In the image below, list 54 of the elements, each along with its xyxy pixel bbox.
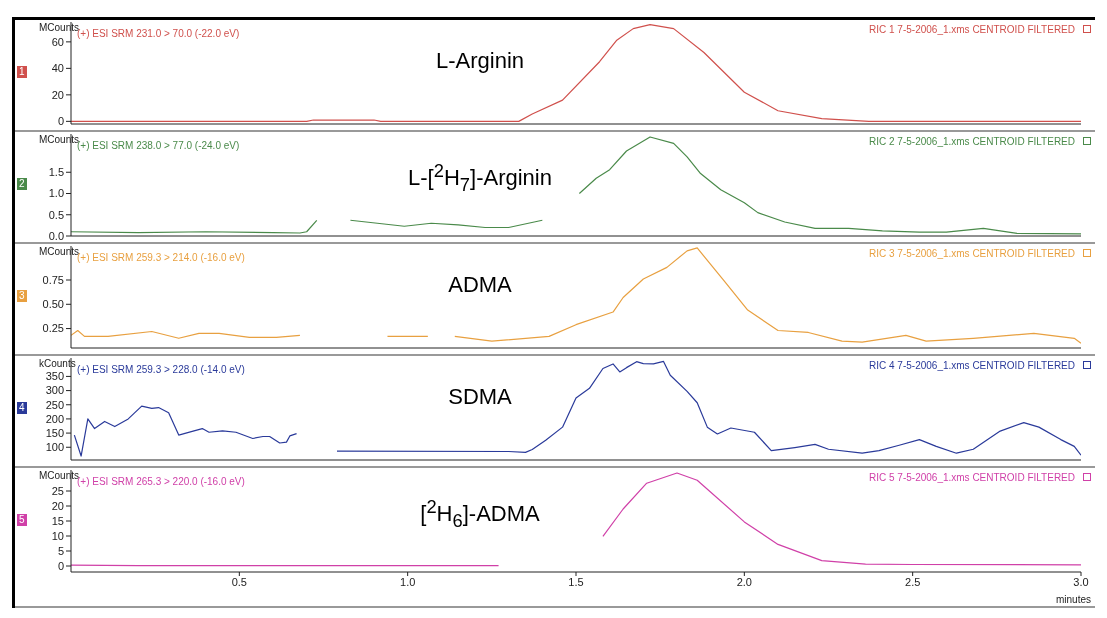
annotation: RIC 4 7-5-2006_1.xms CENTROID FILTERED	[869, 360, 1075, 371]
x-tick-label: 1.0	[400, 575, 416, 588]
text: L-[$^{2}$H$_{7}$]-Arginin	[408, 160, 552, 196]
y-tick-label: 0.25	[42, 322, 64, 335]
y-tick-label: 300	[45, 384, 64, 397]
annotation: RIC 3 7-5-2006_1.xms CENTROID FILTERED	[869, 248, 1075, 259]
x-tick-label: 1.5	[568, 575, 584, 588]
y-tick-label: 0	[57, 559, 64, 572]
y-tick-label: 0.75	[42, 273, 64, 286]
y-tick-label: 200	[45, 412, 64, 425]
y-axis-title: MCounts	[39, 134, 79, 145]
text: SDMA	[448, 384, 512, 410]
text: (+) ESI SRM 259.3 > 228.0 (-14.0 eV)	[77, 364, 245, 375]
annotation: RIC 1 7-5-2006_1.xms CENTROID FILTERED	[869, 24, 1075, 35]
text: 4	[17, 402, 27, 414]
y-tick-label: 0.5	[48, 208, 64, 221]
y-tick-label: 60	[51, 35, 64, 48]
x-tick-label: 2.5	[905, 575, 921, 588]
y-tick-label: 15	[51, 514, 64, 527]
y-tick-label: 20	[51, 499, 64, 512]
text: (+) ESI SRM 265.3 > 220.0 (-16.0 eV)	[77, 476, 245, 487]
y-tick-label: 1.5	[48, 166, 64, 179]
y-axis-title: MCounts	[39, 22, 79, 33]
y-tick-label: 1.0	[48, 187, 64, 200]
x-tick-label: 3.0	[1073, 575, 1089, 588]
text: (+) ESI SRM 259.3 > 214.0 (-16.0 eV)	[77, 252, 245, 263]
y-tick-label: 100	[45, 441, 64, 454]
x-axis-title: minutes	[1055, 594, 1091, 605]
x-tick-label: 2.0	[736, 575, 752, 588]
text: 3	[17, 290, 27, 302]
y-tick-label: 10	[51, 529, 64, 542]
y-tick-label: 0	[57, 115, 64, 128]
y-tick-label: 350	[45, 370, 64, 383]
y-tick-label: 20	[51, 88, 64, 101]
annotation: RIC 2 7-5-2006_1.xms CENTROID FILTERED	[869, 136, 1075, 147]
y-axis-title: MCounts	[39, 470, 79, 481]
text: 1	[17, 66, 27, 78]
y-tick-label: 5	[57, 544, 64, 557]
y-tick-label: 150	[45, 426, 64, 439]
text: [$^{2}$H$_{6}$]-ADMA	[420, 496, 540, 532]
annotation: RIC 5 7-5-2006_1.xms CENTROID FILTERED	[869, 472, 1075, 483]
y-tick-label: 0.0	[48, 229, 64, 242]
text: L-Arginin	[435, 48, 525, 74]
y-tick-label: 25	[51, 484, 64, 497]
x-tick-label: 0.5	[231, 575, 247, 588]
text: (+) ESI SRM 231.0 > 70.0 (-22.0 eV)	[77, 28, 240, 39]
y-tick-label: 250	[45, 398, 64, 411]
y-axis-title: kCounts	[39, 358, 76, 369]
text: ADMA	[448, 272, 512, 298]
text: 5	[17, 514, 27, 526]
y-tick-label: 40	[51, 62, 64, 75]
text: (+) ESI SRM 238.0 > 77.0 (-24.0 eV)	[77, 140, 240, 151]
text: 2	[17, 178, 27, 190]
y-tick-label: 0.50	[42, 298, 64, 311]
